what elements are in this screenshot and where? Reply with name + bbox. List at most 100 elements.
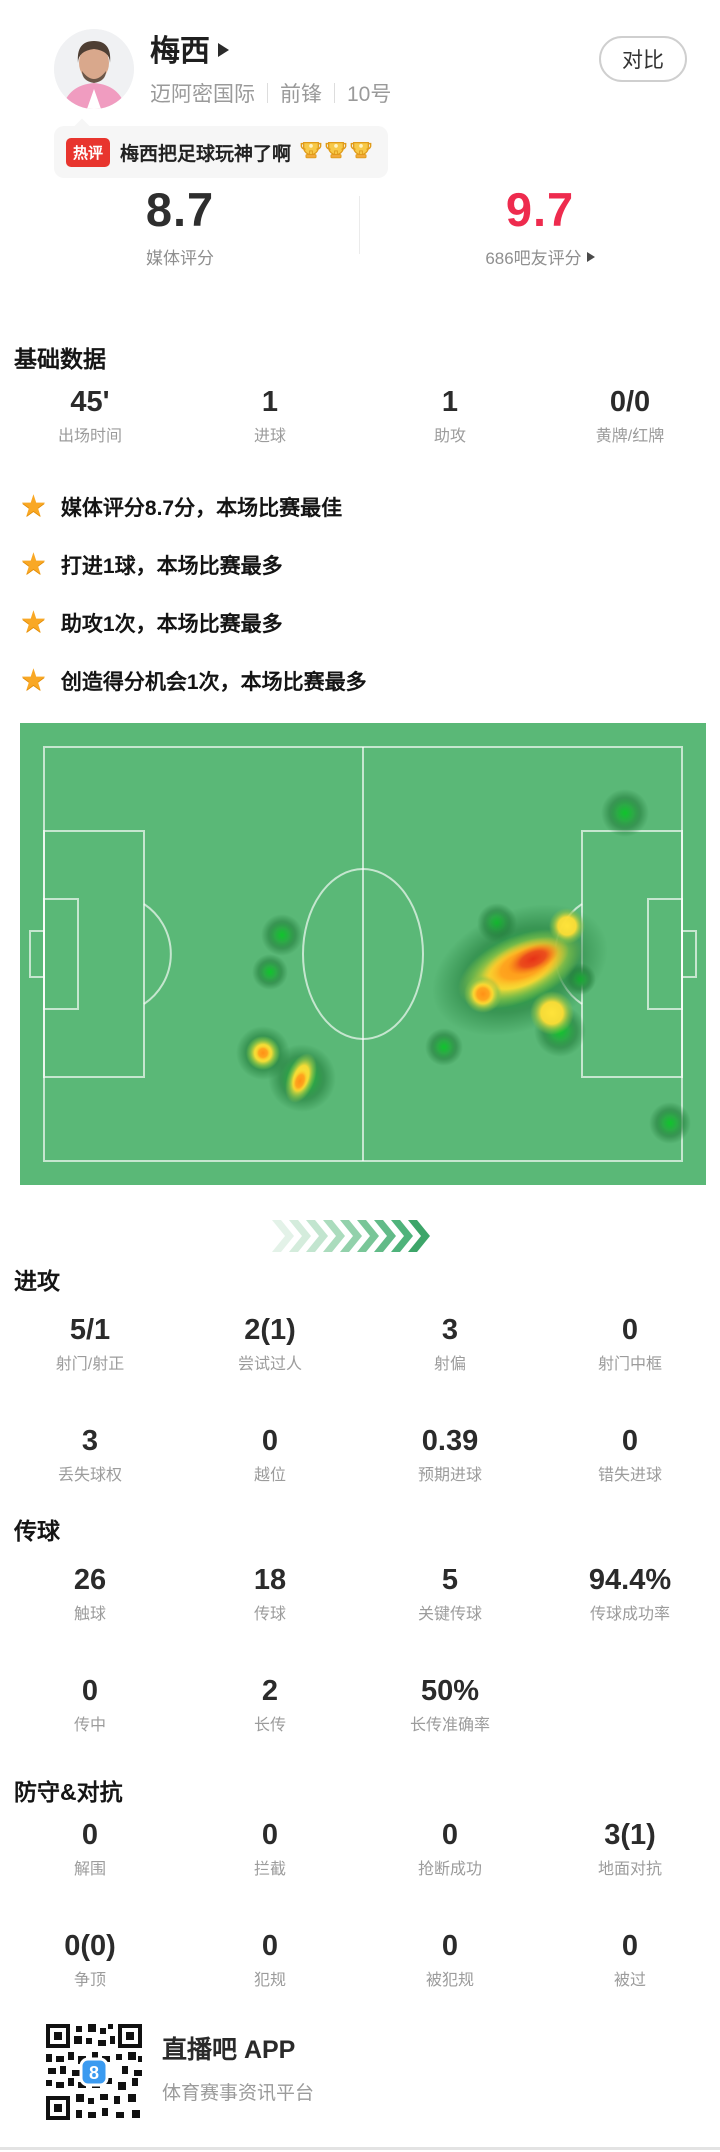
name-caret-icon xyxy=(218,43,229,57)
stat-label: 传球成功率 xyxy=(589,1606,670,1623)
stat-value: 0.39 xyxy=(421,1425,479,1457)
chevron-icon xyxy=(306,1220,328,1252)
heat-blob-yellow xyxy=(530,991,574,1035)
stat-value: 0 xyxy=(261,1425,279,1457)
player-subtitle: 迈阿密国际 前锋 10号 xyxy=(150,78,391,108)
stat-label: 射门中框 xyxy=(597,1356,662,1373)
stat-value: 1 xyxy=(261,386,279,418)
stat-cell: 0(0) 争顶 xyxy=(0,1929,180,1992)
trophy-icon xyxy=(350,141,372,158)
stat-value: 0 xyxy=(621,1314,639,1346)
ratings-divider xyxy=(359,196,360,254)
stat-value: 0 xyxy=(621,1425,639,1457)
heat-blob-green xyxy=(261,914,303,956)
star-icon: ★ xyxy=(20,606,47,639)
bottom-divider xyxy=(0,2147,720,2150)
highlight-text: 媒体评分8.7分，本场比赛最佳 xyxy=(60,497,343,520)
stat-label: 黄牌/红牌 xyxy=(595,428,665,445)
stat-cell: 0 错失进球 xyxy=(540,1424,720,1487)
defense-stats-grid: 0 解围 0 拦截 0 抢断成功 3(1) 地面对抗 0(0) 争顶 0 犯规 0 被犯规 0… xyxy=(0,1818,720,1992)
stat-cell: 5/1 射门/射正 xyxy=(0,1313,180,1376)
heat-blob-yellow xyxy=(549,908,585,944)
stat-label: 尝试过人 xyxy=(237,1356,302,1373)
highlight-item: ★ 媒体评分8.7分，本场比赛最佳 xyxy=(20,492,710,522)
stat-cell: 1 助攻 xyxy=(360,385,540,448)
chevron-icon xyxy=(357,1220,379,1252)
highlight-item: ★ 创造得分机会1次，本场比赛最多 xyxy=(20,666,710,696)
stat-value: 18 xyxy=(253,1564,287,1596)
stat-label: 解围 xyxy=(73,1861,106,1878)
heat-blob-orange xyxy=(255,1045,271,1061)
stat-value: 0/0 xyxy=(609,386,651,418)
subtitle-divider xyxy=(267,83,268,103)
highlight-item: ★ 助攻1次，本场比赛最多 xyxy=(20,608,710,638)
stat-label: 拦截 xyxy=(253,1861,286,1878)
trophy-icons xyxy=(297,139,372,166)
stat-value: 94.4% xyxy=(588,1564,672,1596)
player-name[interactable]: 梅西 xyxy=(150,26,229,70)
star-icon: ★ xyxy=(20,664,47,697)
star-icon: ★ xyxy=(20,490,47,523)
compare-button[interactable]: 对比 xyxy=(599,36,687,82)
stat-cell: 94.4% 传球成功率 xyxy=(540,1563,720,1626)
section-title-defense: 防守&对抗 xyxy=(14,1779,123,1805)
attack-stats-grid: 5/1 射门/射正 2(1) 尝试过人 3 射偏 0 射门中框 3 丢失球权 0 越位 0.… xyxy=(0,1313,720,1487)
stat-cell: 3 丢失球权 xyxy=(0,1424,180,1487)
stat-value: 0 xyxy=(81,1819,99,1851)
stat-value: 45' xyxy=(70,386,110,418)
stat-value: 50% xyxy=(420,1675,480,1707)
fans-rating-label[interactable]: 686吧友评分 xyxy=(485,244,595,269)
highlight-text: 助攻1次，本场比赛最多 xyxy=(60,613,283,636)
stat-value: 0 xyxy=(441,1930,459,1962)
stat-label: 助攻 xyxy=(433,428,466,445)
pitch-lines xyxy=(29,746,697,1162)
stat-value: 1 xyxy=(441,386,459,418)
stat-label: 传球 xyxy=(253,1606,286,1623)
subtitle-divider xyxy=(334,83,335,103)
stat-cell: 0 解围 xyxy=(0,1818,180,1881)
stat-label: 关键传球 xyxy=(417,1606,482,1623)
stat-cell: 0 拦截 xyxy=(180,1818,360,1881)
basic-stats-grid: 45' 出场时间 1 进球 1 助攻 0/0 黄牌/红牌 xyxy=(0,385,720,448)
fans-rating-value: 9.7 xyxy=(505,183,575,236)
stat-cell: 1 进球 xyxy=(180,385,360,448)
highlights-list: ★ 媒体评分8.7分，本场比赛最佳 ★ 打进1球，本场比赛最多 ★ 助攻1次，本场比赛… xyxy=(20,492,710,724)
stat-cell: 26 触球 xyxy=(0,1563,180,1626)
stat-value: 3(1) xyxy=(604,1819,656,1851)
player-name-text: 梅西 xyxy=(150,35,210,68)
compare-button-label: 对比 xyxy=(622,49,664,72)
stat-label: 争顶 xyxy=(73,1972,106,1989)
stat-cell: 2 长传 xyxy=(180,1674,360,1737)
heat-blob-green xyxy=(601,789,649,837)
stat-cell: 50% 长传准确率 xyxy=(360,1674,540,1737)
heat-blob-orange xyxy=(292,1069,308,1093)
heat-blob-orange xyxy=(472,983,494,1005)
stat-cell: 0 被犯规 xyxy=(360,1929,540,1992)
chevron-icon xyxy=(391,1220,413,1252)
stat-label: 越位 xyxy=(253,1467,286,1484)
stat-value: 2(1) xyxy=(244,1314,296,1346)
stat-label: 射门/射正 xyxy=(55,1356,125,1373)
stat-value: 0 xyxy=(261,1819,279,1851)
player-number: 10号 xyxy=(347,83,392,106)
stat-cell: 45' 出场时间 xyxy=(0,385,180,448)
stat-cell: 2(1) 尝试过人 xyxy=(180,1313,360,1376)
stat-label: 犯规 xyxy=(253,1972,286,1989)
stat-cell: 0 被过 xyxy=(540,1929,720,1992)
hot-comment-bubble[interactable]: 热评 梅西把足球玩神了啊 xyxy=(54,126,389,178)
stat-value: 0 xyxy=(261,1930,279,1962)
stat-label: 错失进球 xyxy=(597,1467,662,1484)
stat-value: 0 xyxy=(621,1930,639,1962)
svg-text:8: 8 xyxy=(89,2063,99,2083)
stat-value: 3 xyxy=(441,1314,459,1346)
heat-blob-red xyxy=(507,943,559,975)
pitch-heatmap xyxy=(20,723,706,1185)
chevron-icon xyxy=(408,1220,430,1252)
stat-label: 出场时间 xyxy=(57,428,122,445)
chevron-icon xyxy=(340,1220,362,1252)
stat-cell: 0 越位 xyxy=(180,1424,360,1487)
media-rating-label: 媒体评分 xyxy=(146,249,214,268)
stat-cell: 18 传球 xyxy=(180,1563,360,1626)
chevron-icon xyxy=(289,1220,311,1252)
